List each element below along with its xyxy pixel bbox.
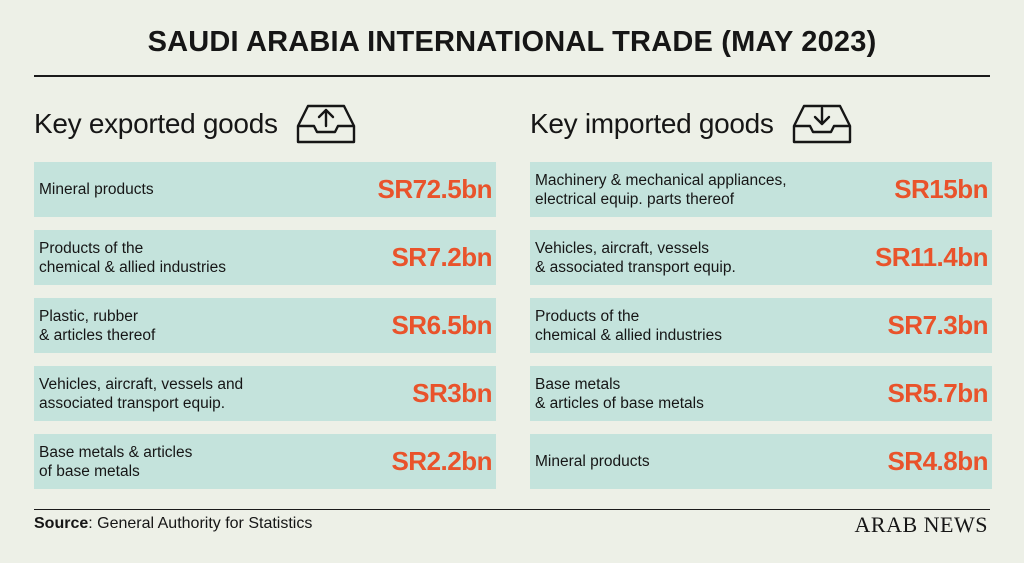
- imports-table: Machinery & mechanical appliances, elect…: [530, 162, 992, 489]
- export-category-label: Mineral products: [39, 181, 154, 198]
- import-value-label: SR7.3bn: [887, 310, 988, 340]
- bottom-divider: [34, 509, 990, 510]
- exports-heading: Key exported goods: [34, 108, 278, 139]
- source-note: Source: General Authority for Statistics: [34, 515, 312, 533]
- export-value-label: SR7.2bn: [391, 242, 492, 272]
- export-value-label: SR2.2bn: [391, 446, 492, 476]
- page-title: SAUDI ARABIA INTERNATIONAL TRADE (MAY 20…: [147, 26, 877, 58]
- import-value-label: SR5.7bn: [887, 378, 988, 408]
- imports-column: Key imported goods Machinery & mechanica…: [530, 100, 992, 502]
- top-divider: [34, 75, 990, 77]
- export-category-label: Products of the chemical & allied indust…: [39, 239, 226, 276]
- source-text: : General Authority for Statistics: [88, 515, 313, 532]
- import-row: Mineral products SR4.8bn: [530, 434, 992, 489]
- import-value-label: SR4.8bn: [887, 446, 988, 476]
- imports-header: Key imported goods: [530, 100, 992, 148]
- exports-column: Key exported goods Mineral products SR72.…: [34, 100, 496, 502]
- import-row: Machinery & mechanical appliances, elect…: [530, 162, 992, 217]
- export-row: Mineral products SR72.5bn: [34, 162, 496, 217]
- export-row: Vehicles, aircraft, vessels and associat…: [34, 366, 496, 421]
- import-category-label: Machinery & mechanical appliances, elect…: [535, 171, 787, 208]
- export-value-label: SR6.5bn: [391, 310, 492, 340]
- export-row: Plastic, rubber & articles thereof SR6.5b…: [34, 298, 496, 353]
- brand-logo: ARAB NEWS: [854, 512, 988, 537]
- tray-download-icon: [792, 104, 851, 144]
- import-category-label: Vehicles, aircraft, vessels & associated…: [535, 239, 736, 276]
- export-row: Products of the chemical & allied indust…: [34, 230, 496, 285]
- import-row: Base metals & articles of base metals SR5…: [530, 366, 992, 421]
- imports-heading: Key imported goods: [530, 108, 774, 139]
- source-label: Source: [34, 515, 89, 532]
- import-category-label: Mineral products: [535, 453, 650, 470]
- import-row: Products of the chemical & allied indust…: [530, 298, 992, 353]
- exports-header: Key exported goods: [34, 100, 496, 148]
- export-category-label: Base metals & articles of base metals: [39, 443, 193, 480]
- export-category-label: Vehicles, aircraft, vessels and associat…: [39, 375, 244, 412]
- import-value-label: SR11.4bn: [874, 242, 989, 272]
- import-value-label: SR15bn: [894, 174, 988, 204]
- import-category-label: Base metals & articles of base metals: [535, 375, 704, 412]
- tray-upload-icon: [296, 104, 355, 144]
- import-row: Vehicles, aircraft, vessels & associated…: [530, 230, 992, 285]
- export-row: Base metals & articles of base metals SR2…: [34, 434, 496, 489]
- export-value-label: SR3bn: [412, 378, 492, 408]
- import-category-label: Products of the chemical & allied indust…: [535, 307, 722, 344]
- export-category-label: Plastic, rubber & articles thereof: [39, 307, 156, 344]
- exports-table: Mineral products SR72.5bn Products of the …: [34, 162, 496, 489]
- export-value-label: SR72.5bn: [377, 174, 493, 204]
